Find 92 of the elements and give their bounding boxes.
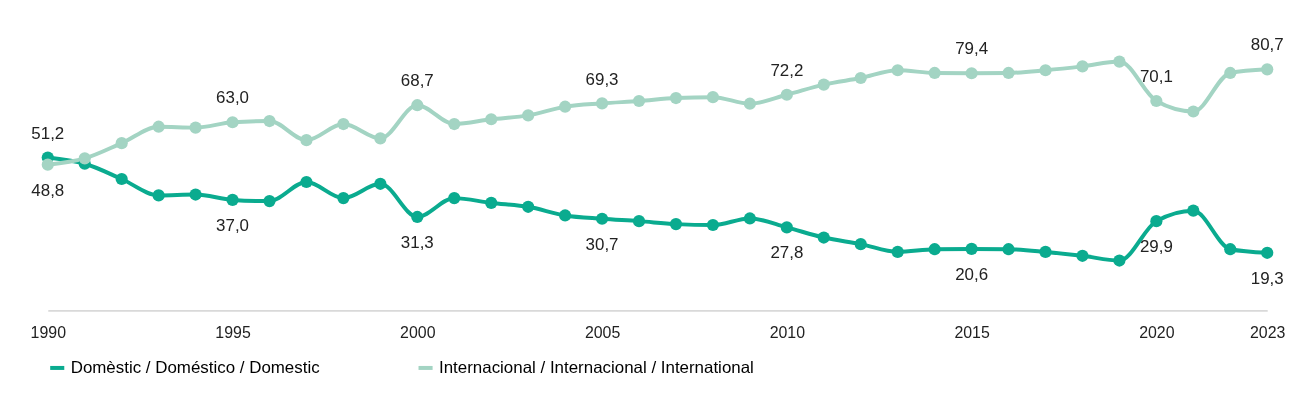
point [817,78,830,91]
data-label: 19,3 [1250,268,1284,288]
point [1076,249,1089,262]
point [374,177,387,190]
point [817,231,830,244]
point [226,193,239,206]
data-label: 27,8 [770,243,804,263]
x-tick-label: 2015 [954,323,990,341]
point [1002,66,1015,80]
point [115,137,128,150]
point [485,113,498,126]
point [374,132,387,145]
data-label: 80,7 [1250,35,1284,55]
data-label: 63,0 [216,88,249,108]
point [632,94,646,108]
point [559,100,572,113]
point [1187,204,1200,217]
x-tick-label: 1990 [30,323,67,341]
point [1224,66,1237,80]
point [411,99,424,112]
point [1113,55,1126,68]
point [152,120,165,133]
x-tick-label: 2020 [1139,323,1175,341]
x-tick-label: 1995 [215,323,251,341]
point [337,192,350,205]
point [706,91,720,104]
point [300,134,313,147]
point [522,109,535,122]
point [263,195,276,208]
point [189,188,202,201]
point [780,88,793,101]
x-tick-label: 2005 [584,323,621,341]
point [226,116,239,129]
point [189,121,202,134]
point [152,189,165,202]
point [263,114,276,128]
point [485,196,498,209]
point [1150,94,1163,108]
data-label: 48,8 [31,180,65,200]
point [928,66,941,80]
point [337,117,350,131]
legend-label: Internacional / Internacional / International [439,357,754,377]
point [891,64,904,77]
point [559,209,572,222]
legend-label: Domèstic / Doméstico / Domestic [70,357,320,377]
point [522,200,535,213]
point [743,97,756,110]
point [1187,105,1200,118]
data-label: 29,9 [1139,236,1173,256]
data-label: 69,3 [585,69,619,89]
data-label: 70,1 [1139,67,1173,87]
data-label: 37,0 [216,215,249,235]
x-tick-label: 2023 [1250,323,1286,341]
data-label: 68,7 [400,71,434,91]
point [1039,64,1052,77]
x-tick-label: 2000 [400,323,436,341]
point [669,91,683,105]
point [1150,215,1163,228]
point [78,152,91,165]
point [300,175,313,189]
point [669,218,683,231]
point [780,221,793,234]
point [1224,243,1237,256]
x-tick-label: 2010 [769,323,806,341]
point [965,242,978,255]
point [595,97,609,110]
data-label: 79,4 [955,39,989,59]
point [1261,63,1274,76]
point [448,117,461,131]
point [41,158,54,171]
point [1002,243,1015,256]
point [632,215,646,228]
data-label: 72,2 [770,60,804,80]
point [854,238,867,251]
point [448,192,461,205]
point [1261,246,1274,259]
point [411,210,424,224]
point [706,218,720,232]
point [1039,245,1052,258]
data-label: 31,3 [400,232,434,252]
point [965,67,978,80]
data-label: 20,6 [955,264,989,284]
point [854,71,867,85]
data-label: 30,7 [585,234,619,254]
point [928,243,941,256]
data-label: 51,2 [31,123,65,143]
point [891,245,904,258]
point [1113,254,1126,267]
point [743,212,756,225]
point [595,212,609,225]
point [115,172,128,186]
point [1076,60,1089,73]
